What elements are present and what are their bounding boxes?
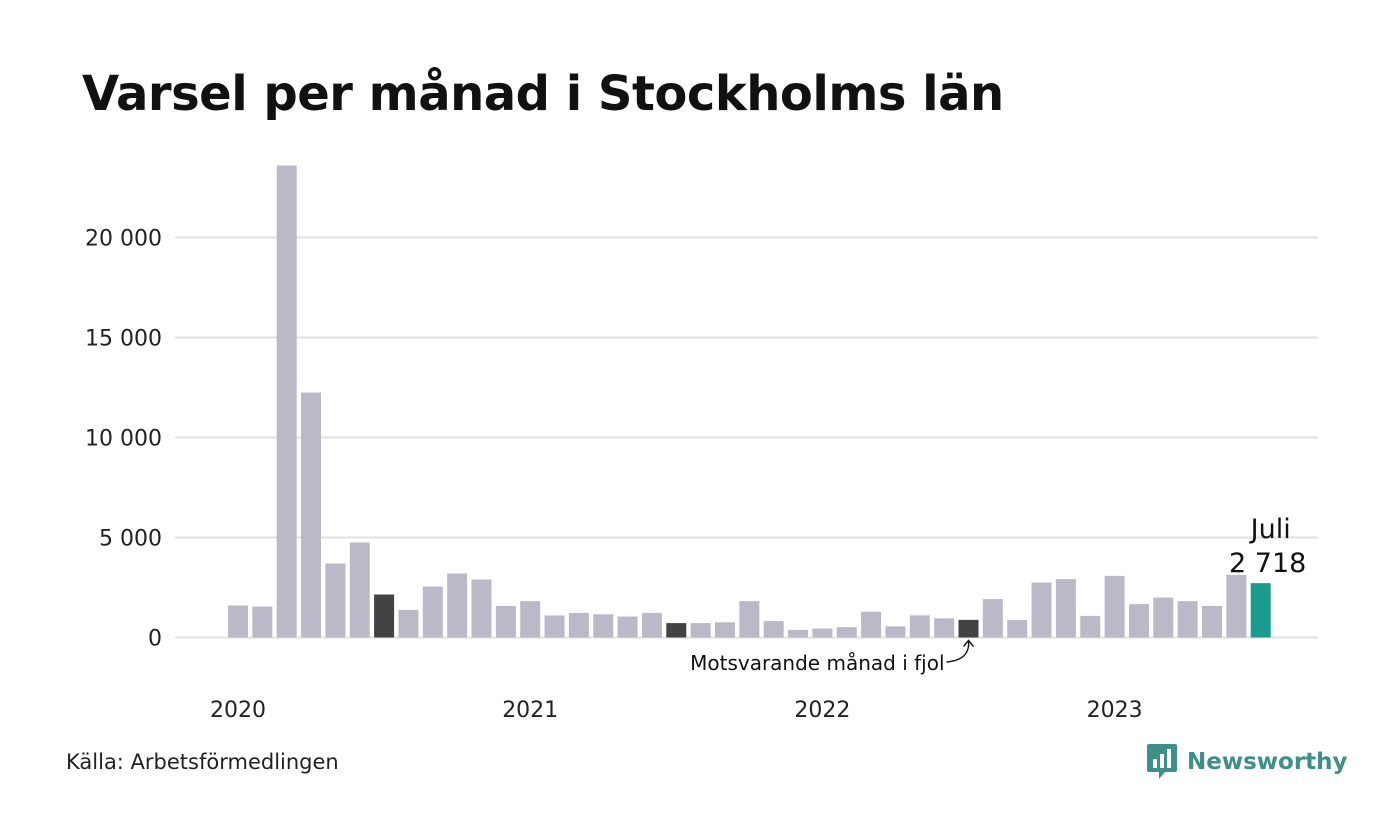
bar-2023-04	[1177, 601, 1198, 638]
prior-year-annotation: Motsvarande månad i fjol	[690, 651, 944, 675]
bar-2023-06	[1226, 574, 1247, 638]
bars	[228, 165, 1271, 638]
bar-2023-01	[1104, 575, 1125, 638]
bar-2022-05	[909, 615, 930, 638]
bar-2023-02	[1128, 604, 1149, 638]
bar-2023-07	[1250, 583, 1271, 638]
bar-2021-07	[666, 623, 687, 638]
bar-2022-04	[885, 626, 906, 638]
brand-name: Newsworthy	[1187, 749, 1348, 775]
bar-2021-11	[763, 621, 784, 638]
bar-2020-11	[471, 579, 492, 638]
y-tick-label: 20 000	[85, 227, 162, 252]
bar-2020-08	[398, 609, 419, 638]
bar-2022-02	[836, 627, 857, 638]
bar-chart-speech-bubble-icon	[1147, 744, 1177, 779]
x-tick-label: 2023	[1087, 698, 1143, 723]
bar-2020-10	[447, 573, 468, 638]
x-axis-tick-labels: 2020 2021 2022 2023	[210, 698, 1143, 723]
bar-2021-10	[739, 601, 760, 638]
bar-2021-12	[788, 629, 809, 638]
x-tick-label: 2020	[210, 698, 266, 723]
bar-2023-05	[1202, 605, 1222, 638]
bar-2020-03	[276, 165, 297, 638]
y-tick-label: 10 000	[85, 427, 162, 452]
bar-2023-03	[1153, 597, 1174, 638]
bar-2022-07	[958, 619, 979, 638]
bar-2022-06	[934, 618, 955, 638]
bar-2020-01	[228, 605, 248, 638]
bar-2020-02	[252, 606, 273, 638]
bar-2021-02	[544, 615, 565, 638]
brand-logo: Newsworthy	[1147, 743, 1348, 781]
annotations: Motsvarande månad i fjol Juli 2 718	[690, 514, 1306, 675]
bar-2021-03	[568, 612, 589, 638]
bar-2021-05	[617, 616, 638, 638]
source-note: Källa: Arbetsförmedlingen	[66, 750, 339, 774]
bar-2022-11	[1055, 579, 1076, 638]
bar-2020-06	[349, 542, 370, 638]
bar-2022-09	[1007, 620, 1028, 638]
y-tick-label: 5 000	[99, 527, 162, 552]
annotation-arrow	[946, 640, 970, 663]
bar-2020-05	[325, 563, 346, 638]
bar-2021-09	[715, 622, 735, 638]
bar-2020-07	[374, 594, 395, 638]
x-tick-label: 2021	[502, 698, 558, 723]
bar-2020-09	[422, 586, 443, 638]
bar-2021-01	[520, 601, 541, 638]
current-month-label: Juli	[1249, 514, 1291, 545]
bar-2022-12	[1080, 615, 1101, 638]
gridlines	[175, 236, 1318, 639]
bar-2021-08	[690, 623, 711, 638]
y-tick-label: 15 000	[85, 327, 162, 352]
bar-2022-08	[982, 599, 1003, 638]
bar-2022-01	[812, 628, 833, 638]
current-value-label: 2 718	[1229, 548, 1306, 579]
bar-2022-03	[861, 611, 882, 638]
bar-2020-04	[301, 392, 322, 638]
bar-2020-12	[495, 605, 516, 638]
bar-2022-10	[1031, 582, 1052, 638]
x-tick-label: 2022	[794, 698, 850, 723]
annotation-arrowhead	[962, 639, 975, 647]
bar-2021-06	[641, 612, 662, 638]
y-axis-tick-labels: 0 5 000 10 000 15 000 20 000	[85, 227, 162, 652]
bar-2021-04	[593, 614, 614, 638]
y-tick-label: 0	[148, 627, 162, 652]
chart-title: Varsel per månad i Stockholms län	[82, 66, 1004, 122]
